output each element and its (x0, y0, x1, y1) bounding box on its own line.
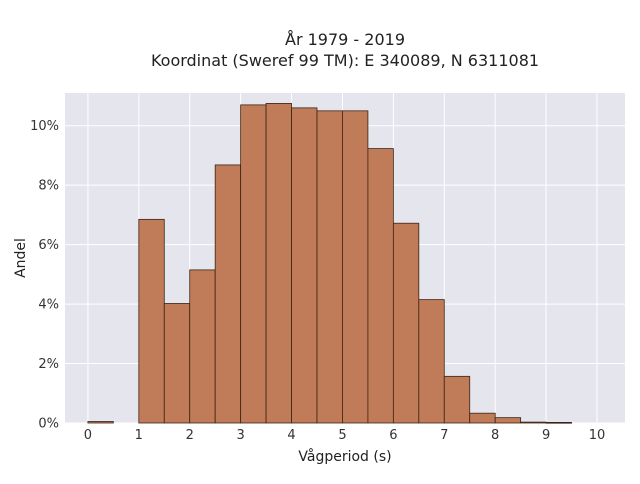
histogram-bar (520, 421, 547, 424)
y-tick-label: 2% (38, 357, 59, 372)
x-tick-label: 3 (236, 428, 244, 443)
bars (87, 103, 572, 424)
histogram-bar (138, 218, 165, 424)
histogram-bar (443, 375, 471, 424)
histogram-bar (291, 107, 318, 424)
x-tick-label: 8 (491, 428, 499, 443)
histogram-bar (189, 269, 216, 424)
chart-title-line-1: År 1979 - 2019 (285, 30, 405, 49)
histogram-bar (469, 412, 496, 424)
histogram-bar (214, 164, 242, 424)
y-axis-title: Andel (13, 238, 29, 278)
tick-labels: 0 1 2 3 4 5 6 7 8 9 10 0% 2% 4% 6% 8% 10% (30, 119, 605, 443)
y-tick-label: 0% (38, 417, 59, 432)
histogram-bar (240, 104, 267, 424)
histogram-bar (367, 148, 394, 424)
x-tick-label: 5 (338, 428, 346, 443)
histogram-bar (87, 421, 114, 424)
histogram-bar (163, 303, 191, 424)
x-tick-label: 9 (542, 428, 550, 443)
y-tick-label: 6% (38, 238, 59, 253)
histogram-bar (494, 417, 522, 424)
y-tick-label: 8% (38, 179, 59, 194)
x-axis-title: Vågperiod (s) (298, 448, 391, 465)
histogram-bar (342, 110, 369, 424)
x-tick-label: 4 (287, 428, 295, 443)
x-tick-label: 2 (186, 428, 194, 443)
histogram-bar (392, 222, 420, 424)
histogram-bar (316, 110, 343, 424)
x-tick-label: 6 (389, 428, 397, 443)
y-tick-label: 4% (38, 298, 59, 313)
histogram-bar (545, 422, 572, 424)
chart-title-line-2: Koordinat (Sweref 99 TM): E 340089, N 63… (151, 51, 539, 70)
x-tick-label: 1 (135, 428, 143, 443)
x-tick-label: 0 (84, 428, 92, 443)
histogram-bar (418, 299, 445, 424)
x-tick-label: 7 (440, 428, 448, 443)
x-tick-label: 10 (589, 428, 606, 443)
y-tick-label: 10% (30, 119, 59, 134)
histogram-bar (265, 103, 292, 424)
